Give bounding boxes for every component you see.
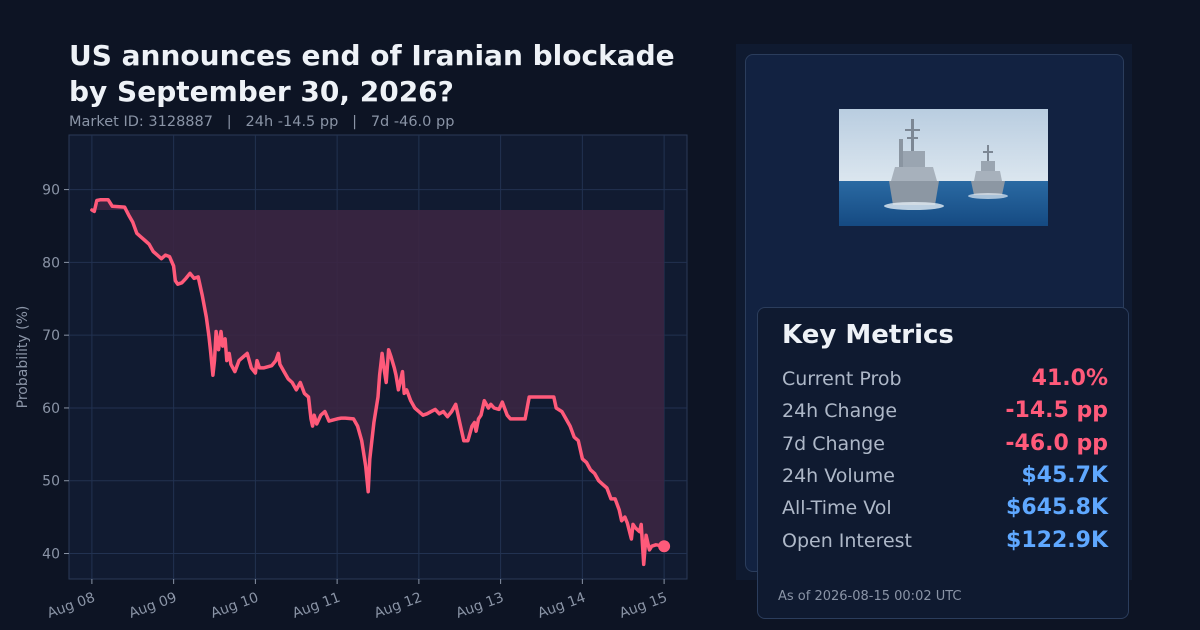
metric-label: Open Interest: [782, 529, 913, 552]
metric-value: $122.9K: [1006, 527, 1108, 553]
side-panel-card: Key Metrics Current Prob 41.0% 24h Change -…: [745, 54, 1129, 619]
page-title: US announces end of Iranian blockade by …: [69, 38, 769, 110]
x-tick-label: Aug 13: [454, 590, 506, 622]
as-of-timestamp: As of 2026-08-15 00:02 UTC: [778, 589, 962, 604]
metric-value: -14.5 pp: [1005, 398, 1108, 424]
y-tick-label: 90: [42, 183, 60, 199]
metric-row: 24h Change -14.5 pp: [782, 398, 1108, 430]
y-axis-ticks: 40 50 60 70 80 90: [42, 183, 69, 563]
side-panel: Key Metrics Current Prob 41.0% 24h Change -…: [736, 44, 1132, 619]
metric-value: -46.0 pp: [1005, 430, 1108, 456]
warships-illustration: [839, 109, 1048, 226]
y-tick-label: 60: [42, 401, 60, 417]
market-subtitle: Market ID: 3128887 | 24h -14.5 pp | 7d -…: [69, 114, 455, 130]
y-tick-label: 70: [42, 328, 60, 344]
title-line-1: US announces end of Iranian blockade: [69, 39, 675, 72]
key-metrics-card: Key Metrics Current Prob 41.0% 24h Change -…: [757, 307, 1129, 619]
metric-row: All-Time Vol $645.8K: [782, 495, 1108, 527]
probability-line: [90, 198, 666, 567]
y-tick-label: 50: [42, 474, 60, 490]
x-tick-label: Aug 09: [127, 590, 179, 622]
x-tick-label: Aug 10: [209, 590, 261, 622]
metric-row: 7d Change -46.0 pp: [782, 430, 1108, 463]
metric-label: 24h Change: [782, 400, 898, 423]
x-axis-ticks: Aug 08 Aug 09 Aug 10 Aug 11 Aug 12 Aug 13 Aug …: [45, 579, 669, 622]
metric-value: 41.0%: [1031, 366, 1108, 391]
y-tick-label: 40: [42, 547, 60, 563]
metric-value: $645.8K: [1006, 495, 1108, 521]
warships-image: [839, 109, 1048, 226]
current-value-marker: [658, 540, 671, 553]
x-tick-label: Aug 08: [45, 590, 97, 622]
metric-label: 24h Volume: [782, 464, 895, 487]
x-tick-label: Aug 15: [617, 590, 669, 622]
title-line-2: by September 30, 2026?: [69, 75, 454, 108]
metric-value: $45.7K: [1021, 462, 1108, 488]
x-tick-label: Aug 14: [536, 590, 588, 622]
y-tick-label: 80: [42, 255, 60, 271]
x-tick-label: Aug 12: [372, 590, 424, 622]
metric-label: 7d Change: [782, 432, 885, 455]
metric-label: Current Prob: [782, 368, 902, 390]
key-metrics-title: Key Metrics: [782, 320, 954, 350]
x-tick-label: Aug 11: [290, 590, 342, 622]
metric-label: All-Time Vol: [782, 497, 892, 520]
metric-row: Open Interest $122.9K: [782, 527, 1108, 560]
metric-row: Current Prob 41.0%: [782, 366, 1108, 398]
metric-row: 24h Volume $45.7K: [782, 462, 1108, 495]
y-axis-label: Probability (%): [15, 306, 31, 409]
